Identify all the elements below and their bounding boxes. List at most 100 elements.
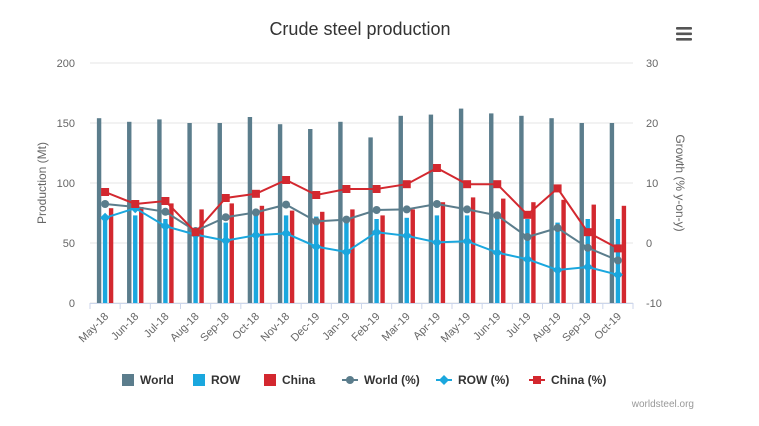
legend-item-china[interactable]: China (%) [529, 373, 606, 387]
y-left-tick-label: 100 [57, 178, 75, 190]
x-tick-label: May-19 [439, 311, 473, 345]
legend-item-china[interactable]: China [264, 373, 316, 387]
point-china-aug-18 [191, 228, 200, 237]
bar-china-jun-19 [501, 198, 506, 303]
point-china-may-18 [101, 188, 110, 196]
bar-row-nov-18 [283, 215, 289, 303]
x-tick-label: Aug-18 [168, 311, 202, 345]
credits-text[interactable]: worldsteel.org [631, 399, 694, 410]
point-china-oct-18 [251, 189, 260, 198]
point-row-sep-19 [582, 262, 593, 272]
bar-row-oct-18 [253, 215, 259, 303]
legend-item-row[interactable]: ROW [193, 373, 241, 387]
bar-row-apr-19 [434, 215, 440, 303]
legend-label-row: ROW [211, 373, 241, 387]
point-world-jul-18 [161, 207, 170, 216]
y-right-tick-label: 10 [646, 178, 658, 190]
point-row-aug-19 [552, 265, 563, 275]
bar-world-nov-18 [277, 124, 283, 303]
point-world-may-18 [101, 200, 110, 208]
point-row-feb-19 [371, 227, 382, 238]
point-world-dec-19 [312, 217, 321, 226]
x-tick-label: Sep-18 [198, 311, 232, 345]
point-row-may-19 [462, 236, 473, 247]
legend[interactable]: World ROW China World (%) ROW (%) China (%) [122, 373, 606, 387]
x-tick-label: Feb-19 [350, 311, 383, 344]
bar-china-mar-19 [410, 209, 415, 303]
x-tick-label: Jan-19 [320, 311, 352, 343]
y-right-tick-label: 30 [646, 58, 658, 70]
point-china-jul-18 [161, 197, 170, 205]
bar-world-aug-18 [187, 123, 192, 303]
bar-row-jun-18 [133, 215, 138, 303]
bar-china-jan-19 [350, 209, 355, 303]
chart-title: Crude steel production [269, 19, 450, 39]
point-china-sep-18 [221, 194, 230, 202]
bar-world-apr-19 [428, 114, 434, 303]
line-row [104, 207, 619, 276]
y-right-axis-title: Growth (% y-on-y) [673, 134, 687, 231]
bar-china-dec-19 [320, 211, 325, 303]
bar-row-jun-19 [495, 217, 500, 303]
line-world [104, 202, 619, 262]
bar-row-dec-19 [314, 216, 319, 303]
bar-world-oct-19 [609, 123, 615, 303]
bar-row-sep-19 [585, 219, 590, 303]
bar-world-jun-19 [489, 113, 494, 304]
legend-item-row[interactable]: ROW (%) [436, 373, 509, 387]
line-series [100, 164, 623, 280]
bar-china-oct-19 [621, 205, 627, 303]
y-left-tick-label: 50 [63, 238, 75, 250]
legend-label-china: China (%) [551, 373, 606, 387]
point-world-oct-19 [613, 256, 622, 265]
x-tick-label: Mar-19 [380, 311, 413, 344]
x-tick-label: May-18 [77, 311, 111, 345]
hamburger-menu-icon[interactable] [670, 22, 698, 46]
point-world-sep-18 [221, 213, 230, 222]
bar-china-sep-19 [591, 204, 596, 303]
bar-china-may-19 [470, 197, 476, 303]
point-row-oct-19 [612, 269, 623, 280]
bar-china-sep-18 [229, 203, 234, 303]
y-right-tick-label: -10 [646, 298, 662, 310]
point-china-feb-19 [372, 185, 381, 193]
legend-item-world[interactable]: World (%) [342, 373, 420, 387]
bar-world-oct-18 [247, 117, 253, 303]
legend-item-world[interactable]: World [122, 373, 174, 387]
legend-label-world: World [140, 373, 174, 387]
bar-world-jun-18 [127, 121, 132, 303]
point-china-jan-19 [342, 185, 351, 193]
point-row-jan-19 [341, 247, 352, 257]
point-world-oct-18 [251, 208, 260, 217]
x-tick-label: Oct-19 [592, 311, 624, 343]
bar-china-jul-18 [169, 203, 174, 303]
x-tick-label: Oct-18 [230, 311, 262, 343]
bar-row-may-19 [464, 215, 470, 303]
legend-label-row: ROW (%) [458, 373, 509, 387]
point-china-aug-19 [553, 184, 562, 193]
point-row-dec-19 [311, 241, 322, 252]
legend-label-world: World (%) [364, 373, 420, 387]
bar-world-may-19 [458, 108, 464, 303]
point-world-jun-19 [493, 211, 502, 220]
x-tick-label: Sep-19 [560, 311, 594, 345]
bar-world-sep-19 [579, 123, 584, 303]
x-tick-label: Nov-18 [259, 311, 293, 345]
bar-world-aug-19 [549, 118, 554, 303]
point-row-oct-18 [250, 230, 261, 241]
bar-row-mar-19 [404, 217, 409, 303]
bar-china-jun-18 [139, 207, 144, 303]
x-tick-label: Apr-19 [411, 311, 443, 343]
x-tick-label: Jun-19 [471, 311, 503, 343]
bar-china-jul-19 [531, 202, 536, 303]
point-world-aug-19 [553, 224, 562, 232]
bar-world-sep-18 [217, 123, 222, 303]
point-row-nov-18 [281, 228, 292, 239]
bar-series [96, 108, 627, 304]
bar-china-nov-18 [289, 210, 295, 303]
point-china-dec-19 [312, 191, 321, 199]
point-china-apr-19 [432, 164, 441, 172]
point-row-mar-19 [401, 230, 412, 241]
point-china-nov-18 [282, 176, 291, 184]
